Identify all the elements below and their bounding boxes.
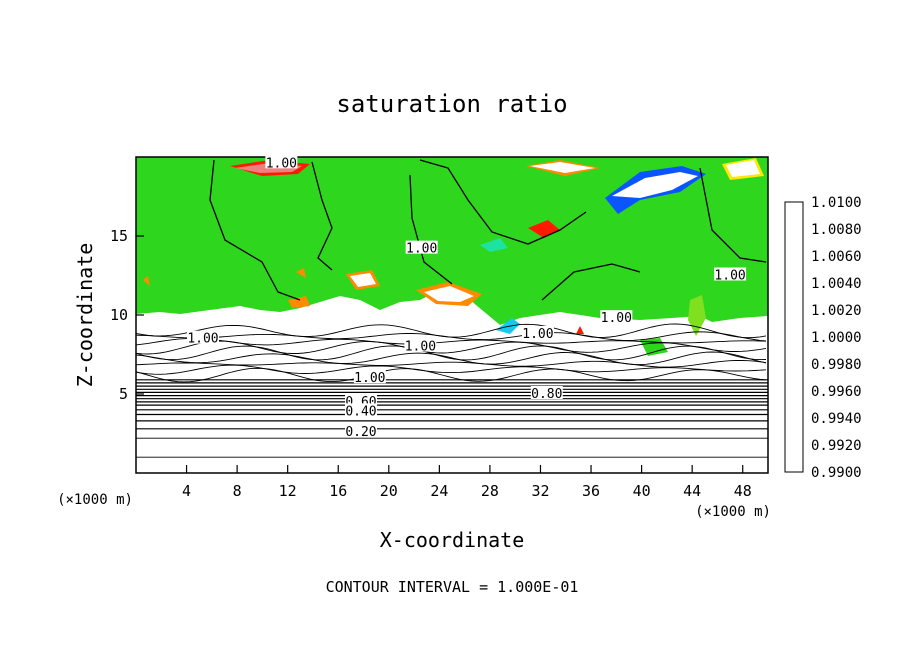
x-tick-label: 16 bbox=[329, 482, 347, 500]
colorbar-level-label: 1.0000 bbox=[811, 330, 862, 346]
contour-line bbox=[136, 351, 767, 366]
y-axis-unit: (×1000 m) bbox=[57, 492, 133, 508]
contour-label: 1.00 bbox=[406, 242, 437, 257]
contour-line bbox=[136, 367, 767, 383]
colorbar-frame bbox=[784, 201, 804, 473]
y-tick-label: 15 bbox=[110, 227, 128, 245]
colorbar-level-label: 0.9960 bbox=[811, 384, 862, 400]
x-tick-label: 12 bbox=[279, 482, 297, 500]
contour-label: 1.00 bbox=[266, 156, 297, 171]
x-tick-label: 8 bbox=[233, 482, 242, 500]
colorbar-level-label: 1.0080 bbox=[811, 222, 862, 238]
colorbar-level-label: 1.0020 bbox=[811, 303, 862, 319]
x-tick-label: 32 bbox=[531, 482, 549, 500]
contour-line bbox=[136, 364, 767, 375]
contour-label: 0.80 bbox=[531, 387, 562, 402]
x-axis-unit: (×1000 m) bbox=[695, 504, 771, 520]
y-tick-label: 5 bbox=[119, 385, 128, 403]
contour-line bbox=[209, 159, 767, 301]
contour-label: 1.00 bbox=[714, 269, 745, 284]
plot-area bbox=[136, 157, 768, 473]
contour-label-background bbox=[344, 403, 377, 417]
y-axis-ticks: 5 10 15 bbox=[110, 227, 144, 403]
colorbar-level-label: 0.9940 bbox=[811, 411, 862, 427]
x-tick-label: 20 bbox=[380, 482, 398, 500]
x-axis-label: X-coordinate bbox=[380, 528, 525, 552]
subsaturated-patches bbox=[480, 166, 706, 356]
contour-label-background bbox=[353, 370, 386, 384]
contour-label: 1.00 bbox=[187, 332, 218, 347]
colorbar-level-label: 0.9980 bbox=[811, 357, 862, 373]
contour-line bbox=[136, 323, 767, 339]
contour-label-background bbox=[714, 267, 747, 281]
contour-label-background bbox=[344, 423, 377, 437]
chart-title: saturation ratio bbox=[336, 90, 567, 118]
colorbar-level-label: 0.9900 bbox=[811, 465, 862, 481]
contour-label: 0.40 bbox=[345, 404, 376, 419]
colorbar-level-label: 1.0100 bbox=[811, 195, 862, 211]
x-tick-label: 24 bbox=[430, 482, 448, 500]
contour-label: 1.00 bbox=[405, 340, 436, 355]
contour-label-background bbox=[600, 310, 633, 324]
contour-interval-note: CONTOUR INTERVAL = 1.000E-01 bbox=[326, 578, 579, 596]
contour-label-background bbox=[521, 325, 554, 339]
contour-label: 1.00 bbox=[522, 327, 553, 342]
contour-line bbox=[136, 360, 767, 368]
contour-lines bbox=[136, 159, 768, 458]
contour-labels: 1.001.001.001.001.001.001.001.000.800.60… bbox=[186, 155, 747, 440]
x-axis-ticks: 4 8 12 16 20 24 28 32 36 40 44 48 bbox=[182, 465, 752, 500]
y-axis-label: Z-coordinate bbox=[73, 243, 97, 388]
contour-label-background bbox=[405, 240, 438, 254]
contour-label: 1.00 bbox=[601, 311, 632, 326]
x-tick-label: 44 bbox=[683, 482, 701, 500]
colorbar-level-label: 1.0060 bbox=[811, 249, 862, 265]
colorbar-level-label: 0.9920 bbox=[811, 438, 862, 454]
x-tick-label: 36 bbox=[582, 482, 600, 500]
contour-label-background bbox=[186, 330, 219, 344]
x-tick-label: 4 bbox=[182, 482, 191, 500]
contour-label-background bbox=[404, 338, 437, 352]
colorbar-level-label: 1.0040 bbox=[811, 276, 862, 292]
contour-label-background bbox=[265, 155, 298, 169]
contour-label-background bbox=[530, 386, 563, 399]
colorbar: 0.9900 0.9920 0.9940 0.9960 0.9980 1.0000 1.00… bbox=[784, 195, 862, 481]
contour-line bbox=[136, 337, 767, 346]
contour-line bbox=[136, 345, 767, 361]
contour-label: 1.00 bbox=[354, 371, 385, 386]
x-tick-label: 48 bbox=[734, 482, 752, 500]
contour-label: 0.20 bbox=[345, 425, 376, 440]
x-tick-label: 28 bbox=[481, 482, 499, 500]
x-tick-label: 40 bbox=[633, 482, 651, 500]
y-tick-label: 10 bbox=[110, 306, 128, 324]
